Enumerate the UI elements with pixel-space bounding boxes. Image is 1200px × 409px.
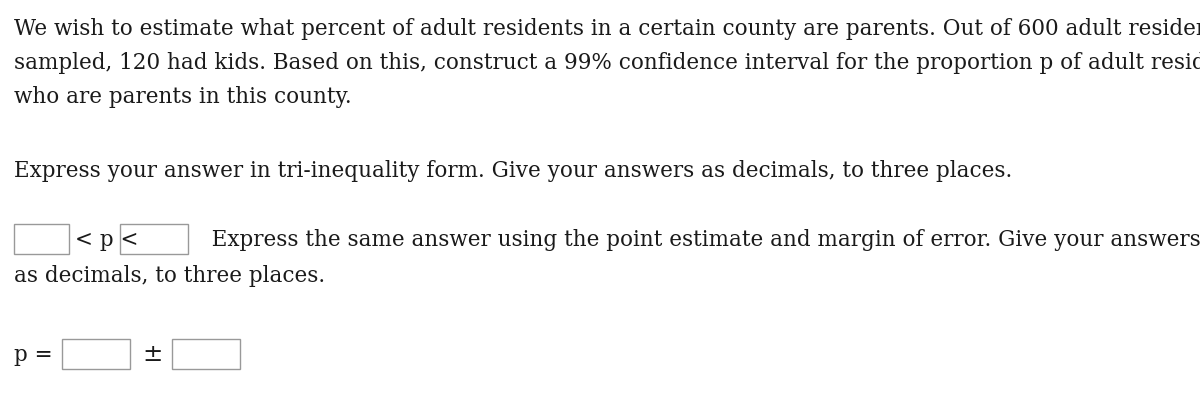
Bar xyxy=(62,339,130,369)
Bar xyxy=(172,339,240,369)
Text: sampled, 120 had kids. Based on this, construct a 99% confidence interval for th: sampled, 120 had kids. Based on this, co… xyxy=(14,52,1200,74)
Text: Express the same answer using the point estimate and margin of error. Give your : Express the same answer using the point … xyxy=(198,229,1200,250)
Text: as decimals, to three places.: as decimals, to three places. xyxy=(14,264,325,286)
Text: < p <: < p < xyxy=(74,229,138,250)
Text: Express your answer in tri-inequality form. Give your answers as decimals, to th: Express your answer in tri-inequality fo… xyxy=(14,160,1013,182)
Text: ±: ± xyxy=(142,343,162,366)
Bar xyxy=(14,225,70,254)
Text: We wish to estimate what percent of adult residents in a certain county are pare: We wish to estimate what percent of adul… xyxy=(14,18,1200,40)
Bar xyxy=(120,225,188,254)
Text: who are parents in this county.: who are parents in this county. xyxy=(14,86,352,108)
Text: p =: p = xyxy=(14,343,53,365)
